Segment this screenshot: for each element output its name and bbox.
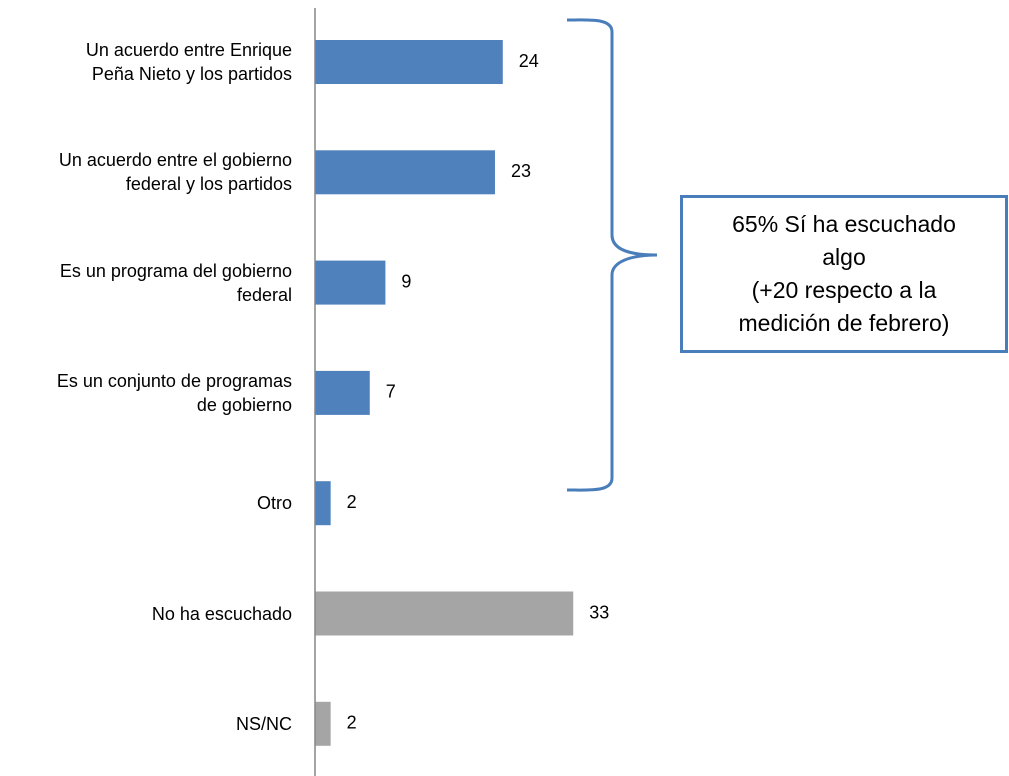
bar	[315, 370, 370, 415]
category-label: Es un programa del gobierno federal	[59, 260, 292, 305]
category-label: Es un conjunto de programas de gobierno	[56, 370, 292, 415]
bar	[315, 481, 331, 526]
value-label: 9	[401, 271, 411, 291]
bar	[315, 701, 331, 746]
category-label: No ha escuchado	[151, 603, 292, 624]
annotation: (+20 respecto a la medición de febrero)	[738, 277, 950, 336]
value-label: 2	[347, 713, 357, 733]
value-label: 33	[589, 602, 609, 622]
value-label: 7	[386, 382, 396, 402]
brace	[566, 18, 658, 492]
category-label: Un acuerdo entre el gobierno federal y l…	[58, 150, 292, 195]
category-label: Un acuerdo entre Enrique Peña Nieto y lo…	[85, 40, 292, 84]
value-label: 23	[511, 161, 531, 181]
bar	[315, 591, 574, 636]
category-label: Otro	[256, 493, 292, 514]
category-label: NS/NC	[235, 713, 292, 734]
bar	[315, 260, 386, 305]
bar	[315, 40, 503, 84]
value-label: 24	[519, 51, 539, 71]
annotation: 65% Sí ha escuchado algo	[732, 211, 956, 270]
value-label: 2	[347, 492, 357, 512]
bar	[315, 150, 495, 195]
annotation-box: 65% Sí ha escuchado algo (+20 respecto a…	[680, 195, 1008, 353]
